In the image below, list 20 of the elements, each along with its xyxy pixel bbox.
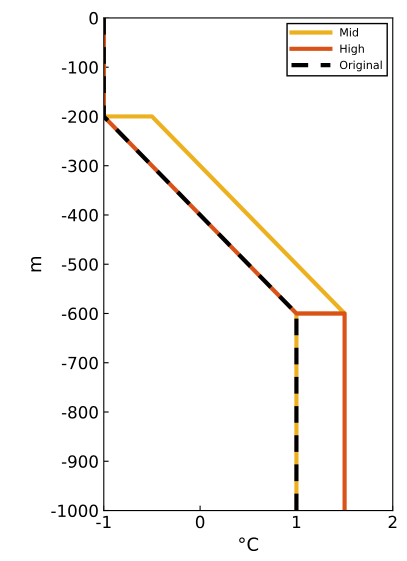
y-tick-label: -300 bbox=[62, 160, 98, 172]
y-tick-label: -900 bbox=[62, 455, 98, 468]
y-tick-label: -600 bbox=[62, 307, 98, 320]
y-tick-label: -200 bbox=[62, 110, 98, 124]
y-tick-label: -1000 bbox=[51, 504, 98, 518]
y-tick-label: -800 bbox=[62, 406, 98, 419]
y-tick-label: -500 bbox=[62, 258, 98, 271]
x-tick-label: -1 bbox=[96, 516, 111, 528]
legend-label: High bbox=[340, 44, 364, 56]
x-tick-label: 2 bbox=[388, 516, 396, 528]
x-tick-label: 1 bbox=[292, 516, 300, 528]
x-tick-label: 0 bbox=[196, 516, 204, 528]
y-tick-label: 0 bbox=[89, 12, 98, 25]
y-tick-label: -700 bbox=[62, 356, 98, 370]
legend-label: Original bbox=[340, 60, 382, 72]
x-axis-title: °C bbox=[239, 537, 258, 552]
legend-label: Mid bbox=[340, 28, 358, 37]
y-tick-label: -400 bbox=[62, 208, 98, 222]
y-axis-title: m bbox=[31, 256, 42, 272]
y-tick-label: -100 bbox=[62, 61, 98, 74]
